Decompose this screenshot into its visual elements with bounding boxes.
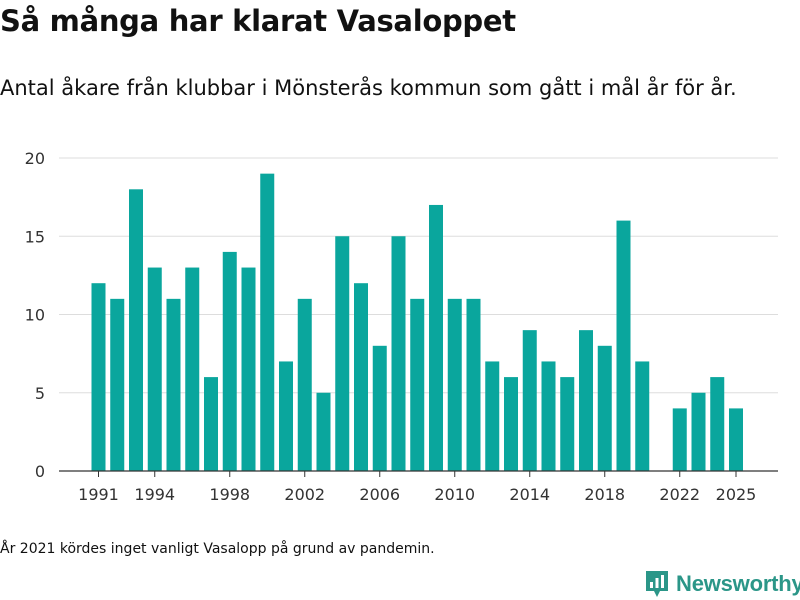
bar-2014 bbox=[522, 330, 537, 471]
bar-1992 bbox=[110, 298, 125, 471]
newsworthy-logo-icon bbox=[646, 571, 668, 597]
bar-1998 bbox=[222, 251, 237, 471]
bar-2019 bbox=[616, 220, 631, 471]
bar-2012 bbox=[485, 361, 500, 471]
x-tick-label: 2006 bbox=[359, 485, 400, 504]
bar-2015 bbox=[541, 361, 556, 471]
y-tick-label: 0 bbox=[35, 462, 45, 481]
bar-2016 bbox=[560, 377, 575, 471]
chart-title: Så många har klarat Vasaloppet bbox=[0, 4, 516, 38]
bar-2002 bbox=[297, 298, 312, 471]
bar-2004 bbox=[335, 236, 350, 471]
bar-2023 bbox=[691, 392, 706, 471]
bar-chart: 0 5 10 15 20 1991 1994 1998 2002 2006 2010 2014 201… bbox=[25, 149, 778, 504]
bar-2025 bbox=[729, 408, 743, 471]
bar-2018 bbox=[597, 345, 612, 471]
x-tick-label: 1998 bbox=[209, 485, 250, 504]
x-tick-label: 1994 bbox=[134, 485, 175, 504]
bar-2008 bbox=[410, 298, 425, 471]
bar-1994 bbox=[147, 267, 162, 471]
bar-2010 bbox=[447, 298, 462, 471]
newsworthy-logo-text: Newsworthy bbox=[676, 571, 800, 596]
bar-1991 bbox=[91, 283, 106, 471]
x-tick-label: 1991 bbox=[78, 485, 119, 504]
y-tick-label: 10 bbox=[25, 306, 45, 325]
x-tick-label: 2018 bbox=[584, 485, 625, 504]
bar-2003 bbox=[316, 392, 331, 471]
bar-2022 bbox=[672, 408, 687, 471]
bar-2000 bbox=[260, 173, 275, 471]
bar-2024 bbox=[710, 377, 725, 471]
x-tick-label: 2010 bbox=[434, 485, 475, 504]
x-tick-label: 2022 bbox=[659, 485, 700, 504]
x-tick-label: 2025 bbox=[716, 485, 757, 504]
x-axis-ticks: 1991 1994 1998 2002 2006 2010 2014 2018 2022 2025 bbox=[78, 471, 756, 504]
footnote: År 2021 kördes inget vanligt Vasalopp på… bbox=[0, 541, 435, 557]
bar-2013 bbox=[504, 377, 518, 471]
bar-2001 bbox=[279, 361, 293, 471]
bar-1999 bbox=[241, 267, 256, 471]
y-axis-ticks: 0 5 10 15 20 bbox=[25, 149, 45, 481]
y-tick-label: 15 bbox=[25, 227, 45, 246]
bar-2017 bbox=[579, 330, 593, 471]
bar-2011 bbox=[466, 298, 481, 471]
y-tick-label: 5 bbox=[35, 384, 45, 403]
bar-2009 bbox=[429, 204, 443, 471]
y-tick-label: 20 bbox=[25, 149, 45, 168]
bar-2005 bbox=[354, 283, 368, 471]
bar-2007 bbox=[391, 236, 406, 471]
newsworthy-logo: Newsworthy bbox=[644, 568, 800, 600]
bar-2006 bbox=[372, 345, 387, 471]
bar-1997 bbox=[204, 377, 218, 471]
bar-2020 bbox=[635, 361, 650, 471]
bars bbox=[91, 173, 743, 472]
x-tick-label: 2014 bbox=[509, 485, 550, 504]
bar-1993 bbox=[129, 189, 143, 472]
x-tick-label: 2002 bbox=[284, 485, 325, 504]
bar-1996 bbox=[185, 267, 200, 471]
chart-subtitle: Antal åkare från klubbar i Mönsterås kom… bbox=[0, 76, 737, 100]
bar-1995 bbox=[166, 298, 181, 471]
